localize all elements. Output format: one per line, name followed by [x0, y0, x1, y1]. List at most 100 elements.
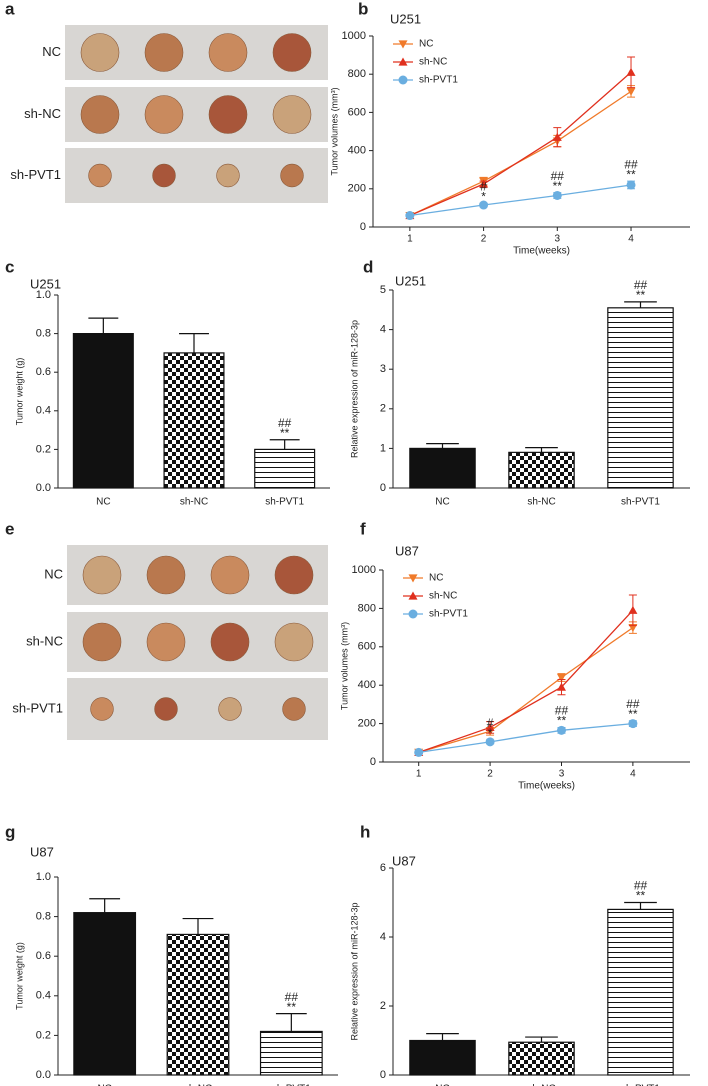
y-tick-label: 0.4 [36, 990, 51, 1002]
annotation: # [480, 179, 487, 193]
error-bar [89, 898, 121, 913]
series-line [418, 722, 633, 754]
y-tick-label: 6 [380, 862, 386, 874]
marker [628, 719, 638, 729]
panel-letter: b [358, 0, 368, 18]
tumor [280, 163, 304, 188]
x-tick-label: 1 [407, 234, 413, 245]
y-tick-label: 0.8 [36, 911, 51, 923]
tumor [154, 697, 178, 721]
y-axis-label: Tumor volumes (mm³) [329, 87, 339, 175]
y-tick-label: 0.6 [36, 950, 51, 962]
panel-letter: e [5, 519, 14, 538]
tumor [282, 697, 306, 721]
x-tick-label: NC [435, 1084, 449, 1086]
bar [508, 451, 575, 489]
x-tick-label: sh-PVT1 [265, 497, 304, 508]
marker [628, 605, 638, 614]
tumor [208, 95, 248, 134]
tumor [210, 622, 250, 662]
annotation: ## [634, 879, 648, 893]
y-axis-label: Relative expression of miR-128-3p [349, 902, 359, 1040]
bar [409, 447, 476, 489]
x-tick-label: 2 [481, 234, 487, 245]
x-tick-label: sh-NC [184, 1084, 212, 1086]
y-tick-label: 1.0 [36, 289, 51, 301]
legend-label: NC [419, 39, 433, 50]
x-tick-label: 3 [559, 769, 565, 780]
chart-title: U87 [395, 543, 419, 558]
y-tick-label: 3 [380, 363, 386, 375]
x-tick-label: sh-NC [527, 1084, 555, 1086]
annotation: ** [287, 1000, 297, 1014]
tumor [152, 163, 176, 188]
row-label: sh-NC [26, 633, 63, 648]
annotation: ## [634, 278, 648, 292]
marker [408, 609, 418, 619]
y-tick-label: 0.2 [36, 443, 51, 455]
bar [607, 908, 674, 1076]
row-label: NC [42, 44, 61, 59]
x-tick-label: NC [97, 1084, 111, 1086]
y-tick-label: 0 [370, 756, 376, 768]
y-tick-label: 0.6 [36, 366, 51, 378]
marker [485, 722, 495, 732]
marker [485, 737, 495, 747]
y-tick-label: 400 [348, 145, 366, 157]
series-line [418, 609, 634, 754]
y-tick-label: 0.0 [36, 482, 51, 494]
panel-letter: a [5, 0, 15, 18]
x-tick-label: 4 [628, 234, 634, 245]
y-tick-label: 0 [360, 221, 366, 233]
marker [552, 190, 562, 200]
annotation: * [488, 726, 493, 740]
x-tick-label: sh-NC [180, 497, 208, 508]
tumor [272, 95, 312, 134]
panel-letter: g [5, 822, 15, 841]
row-label: sh-PVT1 [12, 700, 63, 715]
x-tick-label: NC [435, 497, 449, 508]
x-tick-label: sh-PVT1 [272, 1084, 311, 1086]
y-tick-label: 0.0 [36, 1069, 51, 1081]
y-tick-label: 200 [358, 718, 376, 730]
y-tick-label: 0.8 [36, 328, 51, 340]
error-bar [624, 901, 657, 910]
chart-title: U87 [392, 853, 416, 868]
tumor [82, 555, 122, 595]
panel-letter: c [5, 257, 14, 276]
error-bar [426, 443, 459, 449]
annotation: ** [280, 426, 290, 440]
chart-title: U251 [390, 11, 421, 26]
tumor [88, 163, 112, 188]
bar [72, 333, 134, 489]
y-tick-label: 4 [380, 931, 386, 943]
x-tick-label: 1 [416, 769, 422, 780]
annotation: ** [553, 179, 563, 193]
row-label: NC [44, 566, 63, 581]
x-tick-label: sh-PVT1 [621, 497, 660, 508]
bar [409, 1039, 476, 1076]
tumor [82, 622, 122, 662]
tumor [218, 697, 242, 721]
y-tick-label: 1.0 [36, 871, 51, 883]
annotation: ## [626, 697, 640, 711]
annotation: ## [551, 169, 565, 183]
marker [626, 67, 636, 76]
y-tick-label: 0.4 [36, 405, 51, 417]
panel-letter: h [360, 822, 370, 841]
tumor [146, 622, 186, 662]
annotation: ## [624, 157, 638, 171]
marker [626, 180, 636, 190]
tumor [90, 697, 114, 721]
marker [398, 57, 408, 66]
y-axis-label: Tumor volumes (mm³) [339, 622, 349, 710]
marker [556, 682, 566, 691]
error-bar [179, 333, 209, 353]
tumor [210, 555, 250, 595]
marker [552, 132, 562, 141]
annotation: * [481, 189, 486, 203]
y-tick-label: 200 [348, 183, 366, 195]
y-tick-label: 1000 [352, 564, 376, 576]
annotation: ## [278, 416, 292, 430]
